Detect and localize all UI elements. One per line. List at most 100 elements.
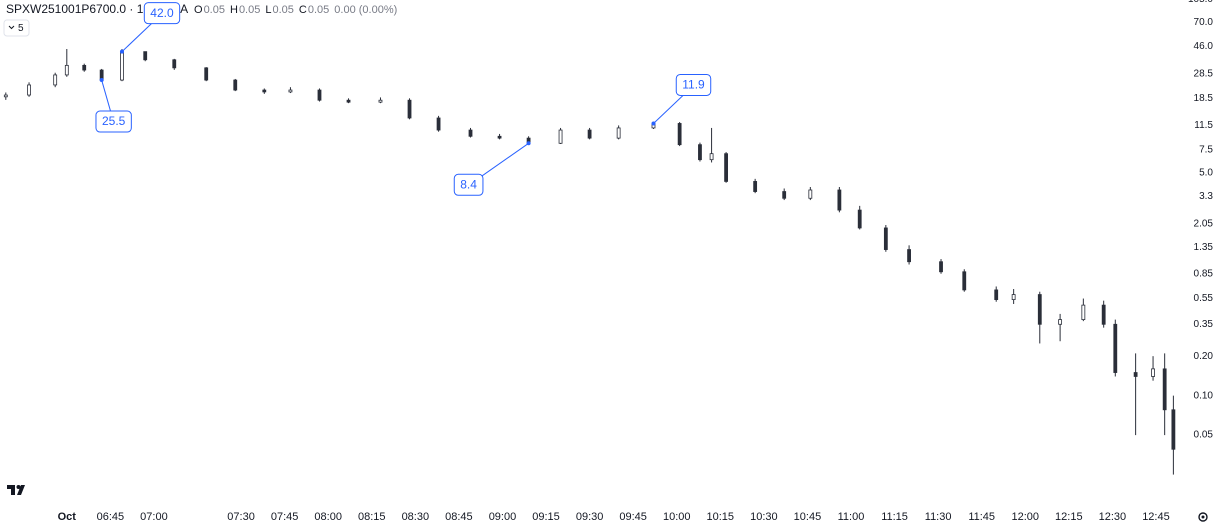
annotation-label: 8.4	[460, 177, 477, 191]
x-tick-label: 09:00	[489, 511, 517, 523]
candle-body	[616, 127, 621, 139]
candle-body	[724, 153, 729, 182]
candle-body	[407, 99, 412, 119]
candle-body	[1058, 319, 1063, 325]
tv-logo[interactable]	[7, 485, 25, 495]
candle-body	[204, 67, 209, 81]
candle-body	[837, 189, 842, 211]
candle-body	[677, 123, 682, 146]
x-tick-label: 10:45	[794, 511, 822, 523]
candle-body	[262, 89, 267, 93]
x-tick-label: 12:15	[1055, 511, 1083, 523]
candle-body	[1151, 368, 1155, 377]
indicator-count: 5	[18, 23, 24, 34]
y-tick-label: 0.20	[1194, 351, 1214, 362]
y-tick-label: 1.35	[1194, 242, 1214, 253]
candle-body	[994, 289, 999, 300]
candle-body	[857, 209, 862, 229]
candle-body	[3, 94, 8, 98]
y-tick-label: 18.5	[1194, 93, 1214, 104]
y-tick-label: 28.5	[1194, 68, 1214, 79]
candle-body	[907, 249, 911, 263]
candle-body	[1113, 323, 1118, 373]
x-tick-label: 07:00	[140, 511, 168, 523]
candle-body	[172, 59, 177, 69]
x-tick-label: 08:45	[445, 511, 473, 523]
settings-icon[interactable]	[1198, 512, 1208, 522]
y-tick-label: 2.05	[1194, 218, 1214, 229]
candle-body	[558, 129, 563, 144]
change: 0.00 (0.00%)	[334, 4, 397, 16]
candle-body	[808, 189, 813, 199]
annotation-label: 11.9	[682, 78, 705, 92]
y-tick-label: 7.5	[1199, 144, 1213, 155]
candle-body	[939, 261, 943, 273]
indicator-toggle[interactable]: 5	[3, 19, 30, 37]
x-tick-label: 12:45	[1142, 511, 1170, 523]
annotation-label: 25.5	[102, 114, 126, 128]
candle-body	[1081, 304, 1086, 321]
annotation-box	[675, 73, 712, 96]
x-tick-label: 10:30	[750, 511, 778, 523]
candle-body	[53, 74, 58, 86]
y-tick-label: 0.35	[1194, 319, 1214, 330]
x-tick-label: 12:30	[1099, 511, 1127, 523]
toggle-box[interactable]	[3, 19, 30, 37]
x-tick-label: 07:45	[271, 511, 299, 523]
candle-body	[1037, 294, 1042, 325]
x-tick-label: 09:45	[619, 511, 647, 523]
candle-body	[1171, 409, 1176, 450]
candle-body	[436, 117, 441, 131]
annotation-box	[143, 2, 181, 25]
x-tick-label: 06:45	[97, 511, 125, 523]
annotation-point	[119, 49, 124, 54]
annotation-box	[95, 110, 132, 133]
ohlc-value: 0.05	[272, 4, 293, 16]
ohlc-key: O	[194, 4, 203, 16]
x-tick-label: 07:30	[227, 511, 255, 523]
y-tick-label: 0.55	[1194, 293, 1214, 304]
x-tick-label: 11:30	[925, 511, 952, 523]
symbol-title: SPXW251001P6700.0 · 1 · OPRA	[6, 2, 188, 16]
candle-body	[1162, 368, 1167, 411]
candle-body	[346, 99, 351, 103]
annotation-box	[453, 173, 484, 196]
x-tick-label: 12:00	[1011, 511, 1039, 523]
logo-dot	[16, 485, 21, 489]
ohlc-value: 0.05	[239, 4, 260, 16]
y-tick-label: 105.0	[1188, 0, 1213, 5]
candle-body	[468, 129, 473, 137]
candle-body	[962, 271, 967, 291]
chevron	[8, 25, 15, 30]
candle-body	[317, 89, 322, 101]
y-tick-label: 46.0	[1194, 41, 1214, 52]
gear-center	[1201, 515, 1205, 519]
candle-body	[1011, 294, 1016, 300]
candle-body	[1101, 304, 1106, 325]
candle-body	[782, 191, 787, 199]
y-tick-label: 70.0	[1194, 17, 1214, 28]
x-tick-label: 11:00	[838, 511, 865, 523]
x-tick-label: 11:15	[881, 511, 908, 523]
ohlc-key: C	[299, 4, 307, 16]
x-tick-label: 10:00	[663, 511, 691, 523]
x-tick-label: 09:15	[532, 511, 560, 523]
candle-body	[1133, 372, 1138, 377]
ohlc-value: 0.05	[204, 4, 225, 16]
y-tick-label: 0.05	[1194, 430, 1214, 441]
x-tick-label: 08:00	[314, 511, 342, 523]
y-tick-label: 11.5	[1194, 120, 1213, 131]
candle-body	[143, 51, 148, 61]
annotation-point	[651, 121, 656, 126]
x-tick-label: 08:30	[402, 511, 430, 523]
ohlc-key: H	[230, 4, 238, 16]
y-tick-label: 5.0	[1199, 167, 1213, 178]
annotation-point	[99, 78, 104, 83]
ohlc-key: L	[265, 4, 271, 16]
ohlc-value: 0.05	[308, 4, 329, 16]
candle-body	[698, 144, 702, 161]
logo-shape	[7, 485, 25, 495]
y-tick-label: 3.3	[1199, 191, 1213, 202]
candle-body	[883, 227, 888, 250]
